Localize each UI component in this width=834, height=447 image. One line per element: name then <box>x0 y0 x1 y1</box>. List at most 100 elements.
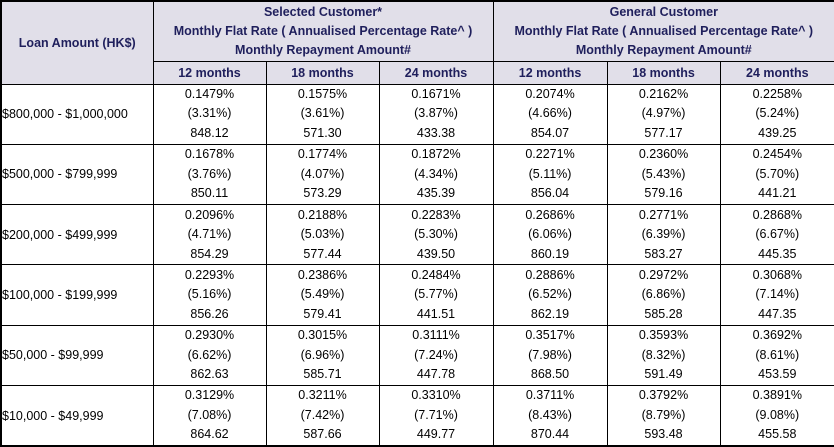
rate-cell: 0.2188% (5.03%) 577.44 <box>265 204 380 266</box>
monthly-flat-rate: 0.3692% <box>752 328 802 343</box>
rate-cell: 0.2972% (6.86%) 585.28 <box>606 264 721 326</box>
rate-cell: 0.3015% (6.96%) 585.71 <box>265 324 380 387</box>
annualised-percentage-rate: (3.31%) <box>187 106 232 121</box>
monthly-flat-rate: 0.2162% <box>638 86 689 101</box>
selected-customer-header: Selected Customer* Monthly Flat Rate ( A… <box>152 0 494 62</box>
monthly-repayment-amount: 441.51 <box>416 306 456 321</box>
rate-cell: 0.1671% (3.87%) 433.38 <box>378 83 494 145</box>
annualised-percentage-rate: (3.76%) <box>187 166 232 181</box>
monthly-repayment-amount: 579.41 <box>303 306 342 321</box>
rate-cell: 0.2271% (5.11%) 856.04 <box>492 143 608 206</box>
monthly-flat-rate: 0.3111% <box>412 328 460 343</box>
monthly-flat-rate: 0.3310% <box>411 388 461 403</box>
rate-cell: 0.3792% (8.79%) 593.48 <box>606 385 721 447</box>
rate-cell: 0.3711% (8.43%) 870.44 <box>492 385 608 447</box>
monthly-repayment-amount: 571.30 <box>303 125 342 140</box>
monthly-repayment-amount: 585.71 <box>303 367 342 382</box>
rate-cell: 0.2258% (5.24%) 439.25 <box>719 83 834 145</box>
monthly-repayment-amount: 433.38 <box>416 125 456 140</box>
rate-cell: 0.3692% (8.61%) 453.59 <box>719 324 834 387</box>
monthly-repayment-amount: 848.12 <box>190 125 229 140</box>
annualised-percentage-rate: (8.32%) <box>641 347 686 362</box>
monthly-repayment-amount: 447.35 <box>758 306 797 321</box>
monthly-flat-rate: 0.2293% <box>184 267 235 282</box>
monthly-flat-rate: 0.2074% <box>525 86 575 101</box>
annualised-percentage-rate: (5.30%) <box>414 227 458 242</box>
annualised-percentage-rate: (5.24%) <box>755 106 800 121</box>
monthly-flat-rate: 0.3792% <box>638 388 689 403</box>
table-row: $200,000 - $499,999 0.2096% (4.71%) 854.29 0… <box>0 204 834 266</box>
rate-cell: 0.2686% (6.06%) 860.19 <box>492 204 608 266</box>
monthly-flat-rate: 0.2454% <box>752 147 802 162</box>
monthly-flat-rate: 0.2484% <box>411 267 461 282</box>
annualised-percentage-rate: (5.43%) <box>641 166 686 181</box>
monthly-flat-rate: 0.3517% <box>525 328 575 343</box>
month-header-general-24: 24 months <box>719 60 834 85</box>
loan-amount-cell: $500,000 - $799,999 <box>0 143 154 206</box>
rate-cell: 0.2771% (6.39%) 583.27 <box>606 204 721 266</box>
annualised-percentage-rate: (3.87%) <box>414 106 458 121</box>
annualised-percentage-rate: (6.52%) <box>528 287 572 302</box>
monthly-repayment-amount: 862.19 <box>530 306 570 321</box>
monthly-flat-rate: 0.1671% <box>411 86 461 101</box>
rate-cell: 0.3593% (8.32%) 591.49 <box>606 324 721 387</box>
monthly-repayment-amount: 583.27 <box>644 246 683 261</box>
monthly-repayment-amount: 441.21 <box>758 186 797 201</box>
general-customer-repayment-subtitle: Monthly Repayment Amount# <box>575 42 752 57</box>
monthly-repayment-amount: 585.28 <box>644 306 683 321</box>
table-row: $50,000 - $99,999 0.2930% (6.62%) 862.63 0.3… <box>0 324 834 387</box>
rate-cell: 0.3310% (7.71%) 449.77 <box>378 385 494 447</box>
monthly-flat-rate: 0.3593% <box>638 328 689 343</box>
rate-cell: 0.2162% (4.97%) 577.17 <box>606 83 721 145</box>
annualised-percentage-rate: (6.39%) <box>641 227 686 242</box>
table-row: $800,000 - $1,000,000 0.1479% (3.31%) 848.1… <box>0 83 834 145</box>
monthly-flat-rate: 0.2868% <box>752 207 802 222</box>
annualised-percentage-rate: (3.61%) <box>300 106 345 121</box>
table-row: $100,000 - $199,999 0.2293% (5.16%) 856.26 0… <box>0 264 834 326</box>
monthly-flat-rate: 0.2271% <box>525 147 575 162</box>
annualised-percentage-rate: (7.98%) <box>528 347 572 362</box>
month-header-row: 12 months 18 months 24 months 12 months … <box>1 60 834 85</box>
customer-group-header-row: Loan Amount (HK$) Selected Customer* Mon… <box>0 0 834 85</box>
rate-cell: 0.2283% (5.30%) 439.50 <box>378 204 494 266</box>
monthly-flat-rate: 0.2386% <box>297 267 348 282</box>
annualised-percentage-rate: (5.70%) <box>755 166 800 181</box>
rate-cell: 0.3517% (7.98%) 868.50 <box>492 324 608 387</box>
monthly-flat-rate: 0.2686% <box>525 207 575 222</box>
monthly-repayment-amount: 453.59 <box>758 367 797 382</box>
annualised-percentage-rate: (6.62%) <box>187 347 232 362</box>
rate-cell: 0.1479% (3.31%) 848.12 <box>152 83 267 145</box>
rate-cell: 0.2096% (4.71%) 854.29 <box>152 204 267 266</box>
general-customer-header: General Customer Monthly Flat Rate ( Ann… <box>492 0 834 62</box>
annualised-percentage-rate: (5.49%) <box>300 287 345 302</box>
monthly-repayment-amount: 856.04 <box>530 186 570 201</box>
selected-customer-repayment-subtitle: Monthly Repayment Amount# <box>235 42 411 57</box>
rate-cell: 0.1575% (3.61%) 571.30 <box>265 83 380 145</box>
monthly-repayment-amount: 455.58 <box>758 427 797 442</box>
rate-cell: 0.2074% (4.66%) 854.07 <box>492 83 608 145</box>
monthly-repayment-amount: 447.78 <box>416 367 456 382</box>
rate-cell: 0.3211% (7.42%) 587.66 <box>265 385 380 447</box>
rate-cell: 0.3891% (9.08%) 455.58 <box>719 385 834 447</box>
monthly-flat-rate: 0.2096% <box>184 207 235 222</box>
rate-cell: 0.2293% (5.16%) 856.26 <box>152 264 267 326</box>
loan-amount-cell: $200,000 - $499,999 <box>0 204 154 266</box>
annualised-percentage-rate: (5.77%) <box>414 287 458 302</box>
annualised-percentage-rate: (7.42%) <box>300 407 345 422</box>
annualised-percentage-rate: (7.08%) <box>187 407 232 422</box>
table-row: $500,000 - $799,999 0.1678% (3.76%) 850.11 0… <box>0 143 834 206</box>
monthly-repayment-amount: 593.48 <box>644 427 683 442</box>
rate-cell: 0.2886% (6.52%) 862.19 <box>492 264 608 326</box>
annualised-percentage-rate: (4.97%) <box>641 106 686 121</box>
rate-cell: 0.2484% (5.77%) 441.51 <box>378 264 494 326</box>
general-customer-rate-subtitle: Monthly Flat Rate ( Annualised Percentag… <box>514 23 814 38</box>
annualised-percentage-rate: (6.96%) <box>300 347 345 362</box>
monthly-repayment-amount: 591.49 <box>644 367 683 382</box>
monthly-flat-rate: 0.2930% <box>184 328 235 343</box>
monthly-repayment-amount: 587.66 <box>303 427 342 442</box>
monthly-flat-rate: 0.2360% <box>638 147 689 162</box>
rate-cell: 0.3129% (7.08%) 864.62 <box>152 385 267 447</box>
annualised-percentage-rate: (9.08%) <box>755 407 800 422</box>
annualised-percentage-rate: (7.24%) <box>414 347 458 362</box>
